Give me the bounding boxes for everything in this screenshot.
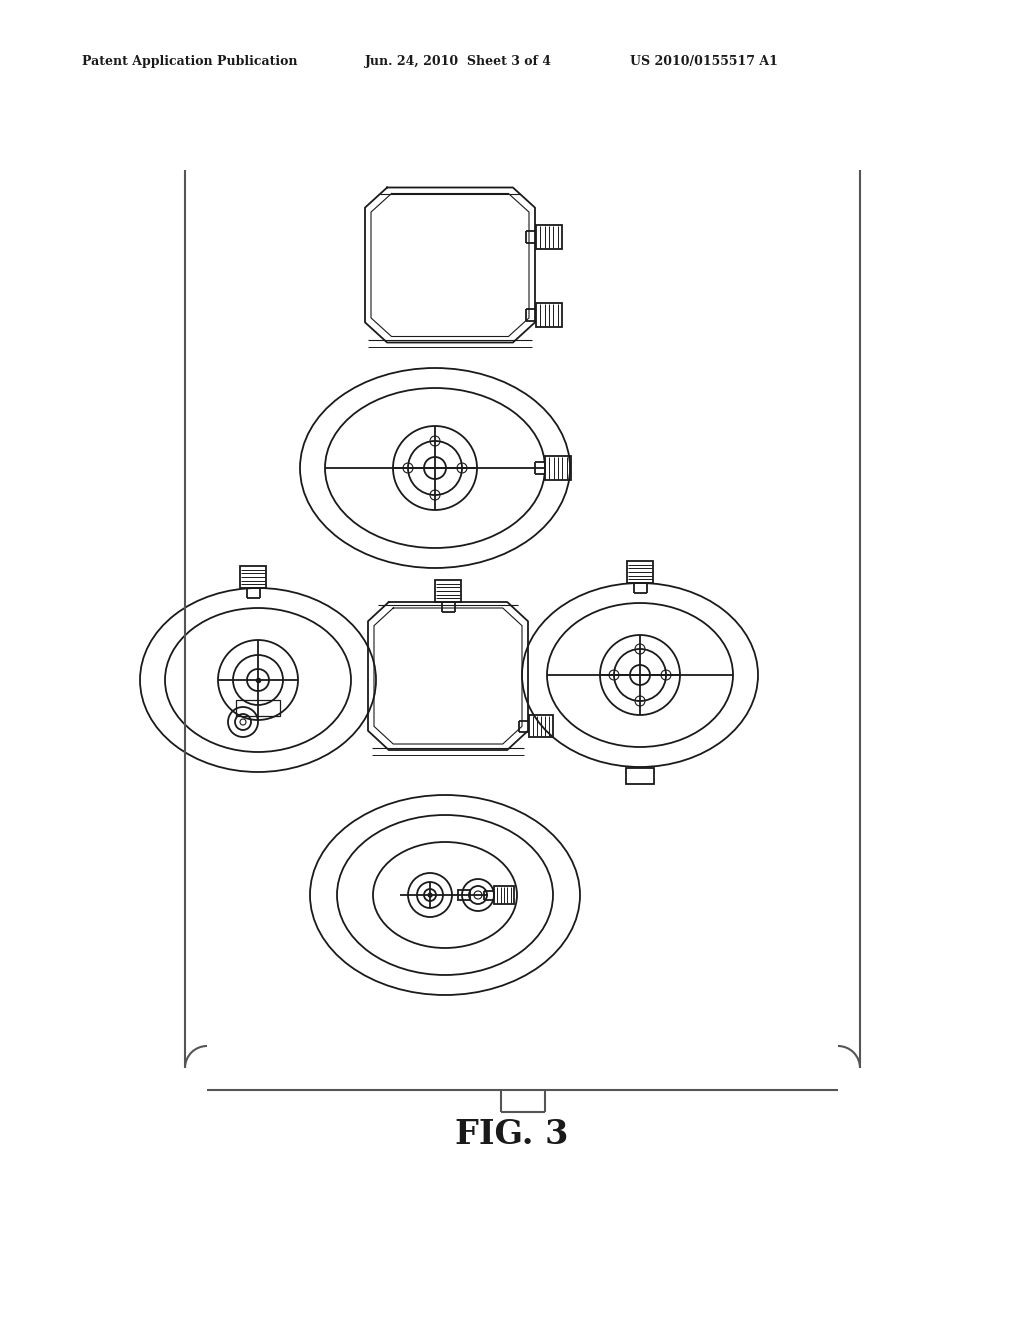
Bar bbox=[627, 561, 653, 583]
Text: Patent Application Publication: Patent Application Publication bbox=[82, 55, 298, 69]
Bar bbox=[240, 566, 266, 587]
Bar bbox=[529, 715, 553, 737]
Bar bbox=[458, 890, 470, 900]
Bar bbox=[536, 224, 562, 249]
Text: Jun. 24, 2010  Sheet 3 of 4: Jun. 24, 2010 Sheet 3 of 4 bbox=[365, 55, 552, 69]
Bar bbox=[236, 700, 280, 715]
Bar bbox=[435, 579, 461, 602]
Bar bbox=[536, 304, 562, 327]
Bar bbox=[494, 886, 514, 904]
Text: US 2010/0155517 A1: US 2010/0155517 A1 bbox=[630, 55, 778, 69]
Bar bbox=[626, 768, 654, 784]
Bar bbox=[545, 455, 571, 480]
Text: FIG. 3: FIG. 3 bbox=[456, 1118, 568, 1151]
